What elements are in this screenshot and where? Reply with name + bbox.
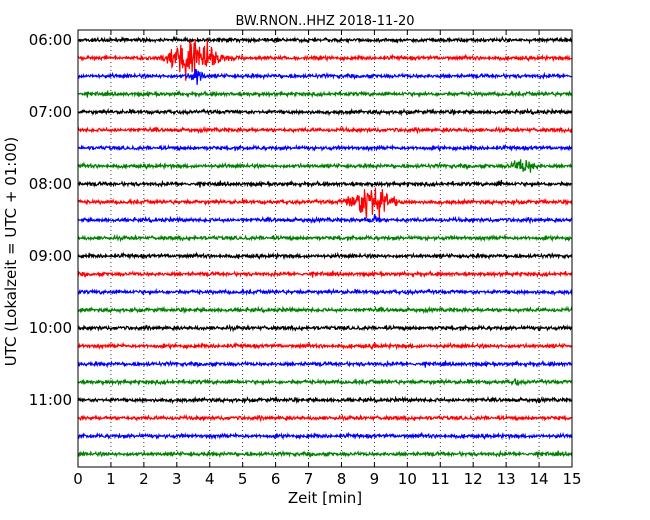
- axis-ticks: 0 1 2 3 4 5 6 7 8 9 10 11 12 13 14 1506:0007:0008:0009:…: [29, 30, 582, 488]
- plot-frame: [77, 29, 573, 468]
- trace-1045: [77, 377, 573, 387]
- trace-0600: [77, 35, 573, 45]
- vertical-grid-lines: [110, 30, 540, 467]
- trace-1145: [77, 449, 573, 459]
- x-tick-label: 8: [337, 470, 347, 488]
- x-axis-label: Zeit [min]: [288, 489, 362, 507]
- trace-0630: [77, 68, 573, 85]
- y-tick-label: 10:00: [29, 319, 72, 337]
- seismogram-traces: [77, 35, 573, 459]
- x-tick-label: 2: [139, 470, 149, 488]
- x-tick-label: 4: [205, 470, 215, 488]
- trace-0800: [77, 179, 573, 189]
- x-tick-label: 15: [562, 470, 581, 488]
- x-tick-label: 12: [464, 470, 483, 488]
- x-tick-label: 11: [431, 470, 450, 488]
- x-tick-label: 13: [497, 470, 516, 488]
- x-tick-label: 9: [370, 470, 380, 488]
- trace-1130: [77, 431, 573, 441]
- trace-0645: [77, 89, 573, 99]
- trace-0845: [77, 233, 573, 243]
- x-tick-label: 3: [172, 470, 182, 488]
- trace-0945: [77, 305, 573, 315]
- trace-1015: [77, 341, 573, 351]
- trace-0615: [77, 38, 573, 81]
- chart-title: BW.RNON..HHZ 2018-11-20: [235, 14, 414, 29]
- y-tick-label: 07:00: [29, 103, 72, 121]
- trace-0745: [77, 159, 573, 173]
- trace-1115: [77, 413, 573, 423]
- y-tick-label: 08:00: [29, 175, 72, 193]
- trace-0815: [77, 187, 573, 222]
- x-tick-label: 1: [106, 470, 116, 488]
- trace-0730: [77, 143, 573, 153]
- x-tick-label: 7: [304, 470, 314, 488]
- y-tick-label: 11:00: [29, 391, 72, 409]
- x-tick-label: 10: [398, 470, 417, 488]
- trace-1000: [77, 323, 573, 333]
- x-tick-label: 14: [530, 470, 549, 488]
- trace-0915: [77, 269, 573, 279]
- trace-0900: [77, 251, 573, 261]
- x-tick-label: 0: [73, 470, 83, 488]
- trace-0930: [77, 287, 573, 297]
- trace-0830: [77, 213, 573, 225]
- trace-0715: [77, 125, 573, 135]
- y-tick-label: 09:00: [29, 247, 72, 265]
- x-tick-label: 6: [271, 470, 281, 488]
- trace-0700: [77, 107, 573, 117]
- y-axis-label: UTC (Lokalzeit = UTC + 01:00): [2, 137, 20, 367]
- x-tick-label: 5: [238, 470, 248, 488]
- trace-1030: [77, 359, 573, 369]
- trace-1100: [77, 395, 573, 405]
- y-tick-label: 06:00: [29, 31, 72, 49]
